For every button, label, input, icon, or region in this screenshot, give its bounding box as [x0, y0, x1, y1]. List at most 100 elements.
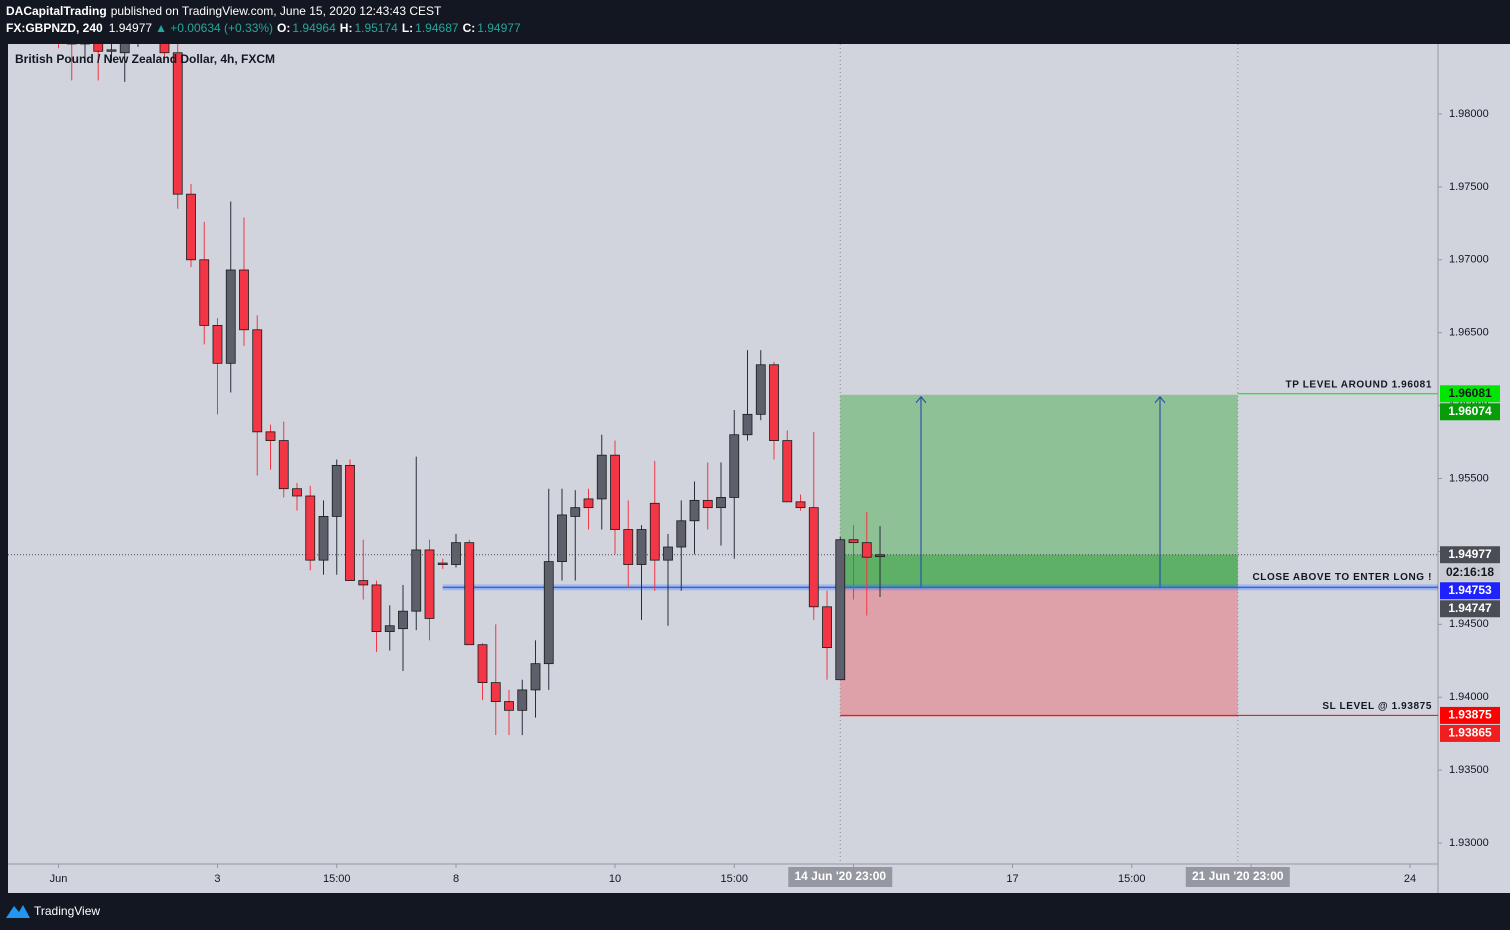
y-tick-label: 1.97500 [1449, 181, 1489, 193]
target-arrow-head [1154, 396, 1166, 404]
price-tag-label: 1.94977 [1448, 547, 1492, 561]
candle-body [808, 507, 819, 608]
legend: British Pound / New Zealand Dollar, 4h, … [15, 52, 275, 66]
x-tick-label: Jun [50, 873, 68, 885]
price-tag-label: 02:16:18 [1446, 565, 1494, 579]
candle-body [623, 529, 634, 565]
date-tag-label: 14 Jun '20 23:00 [794, 869, 886, 883]
candle-body [649, 502, 660, 561]
x-tick-label: 8 [453, 873, 459, 885]
candle-body [769, 364, 779, 441]
footer-brand: TradingView [34, 904, 100, 918]
author: DACapitalTrading [6, 4, 107, 18]
c-value: 1.94977 [477, 21, 521, 35]
entry-note: CLOSE ABOVE TO ENTER LONG ! [1252, 572, 1432, 583]
candle-body [570, 507, 581, 517]
candle-body [66, 44, 77, 45]
candle-body [663, 546, 673, 561]
o-label: O: [277, 21, 290, 35]
y-tick-label: 1.96500 [1449, 327, 1489, 339]
candle-body [517, 689, 528, 711]
candle-body [477, 644, 488, 684]
date-tag-label: 21 Jun '20 23:00 [1192, 869, 1284, 883]
candle-body [106, 49, 117, 52]
candle-body [702, 499, 713, 509]
price-tag-label: 1.93865 [1448, 726, 1492, 740]
y-tick-label: 1.94000 [1449, 691, 1489, 703]
price-tag [1440, 564, 1500, 582]
candle-body [159, 44, 170, 54]
price-tag-label: 1.93875 [1448, 708, 1492, 722]
candle-body [80, 44, 90, 45]
candle-body [822, 606, 832, 649]
y-tick-label: 1.93500 [1449, 764, 1489, 776]
change: ▲ +0.00634 (+0.33%) [155, 21, 273, 35]
candle-body [729, 434, 740, 498]
candle-body [530, 663, 541, 691]
candle-body [186, 193, 196, 261]
candle-body [451, 542, 461, 565]
candle-body [543, 561, 554, 665]
y-tick-label: 1.98000 [1449, 108, 1489, 120]
candle-body [398, 610, 408, 630]
price-tag [1440, 546, 1500, 564]
candle-body [835, 539, 846, 681]
date-tag [1185, 867, 1290, 887]
overlay: 1.980001.975001.970001.965001.960001.955… [50, 108, 1500, 887]
loss-zone [840, 588, 1238, 717]
x-tick-label: 17 [1006, 873, 1018, 885]
candle-body [424, 549, 435, 619]
candle-body [557, 514, 567, 563]
candle-body [742, 413, 753, 436]
o-value: 1.94964 [292, 21, 336, 35]
candle-body [371, 584, 382, 632]
x-tick-label: 15:00 [323, 873, 351, 885]
x-tick-label: 3 [214, 873, 220, 885]
l-value: 1.94687 [415, 21, 459, 35]
price-tag-label: 1.96081 [1448, 386, 1492, 400]
candle-body [305, 495, 316, 561]
candle-body [610, 454, 620, 530]
symbol: FX:GBPNZD, 240 [6, 21, 103, 35]
candle-body [861, 542, 872, 558]
candle-body [583, 498, 594, 509]
candle-body [212, 325, 223, 364]
sl-line-note: SL LEVEL @ 1.93875 [1322, 701, 1432, 712]
y-tick-label: 1.93000 [1449, 837, 1489, 849]
candle-body [782, 440, 793, 503]
last-price: 1.94977 [109, 21, 153, 35]
h-value: 1.95174 [354, 21, 398, 35]
candle-body [848, 539, 859, 544]
x-tick-label: 24 [1404, 873, 1416, 885]
candle-body [490, 682, 501, 702]
price-tag [1440, 724, 1500, 742]
candle-body [252, 329, 263, 433]
candle-body [225, 269, 236, 364]
h-label: H: [340, 21, 353, 35]
candle-body [636, 529, 647, 565]
candle-body [172, 52, 183, 195]
candle-body [331, 464, 342, 517]
x-tick-label: 10 [609, 873, 621, 885]
candle-body [689, 499, 700, 522]
y-tick-label: 1.97000 [1449, 254, 1489, 266]
candle-body [292, 488, 302, 497]
x-tick-label: 15:00 [720, 873, 748, 885]
candle-body [93, 44, 104, 52]
candle-body [239, 269, 249, 331]
candle-body [437, 562, 448, 565]
candle-body [411, 549, 422, 612]
candle-body [318, 516, 329, 561]
plot-area [8, 44, 1438, 864]
candle-body [384, 625, 395, 632]
candle-body [596, 454, 607, 500]
candle-body [278, 440, 289, 490]
y-tick-label: 1.95500 [1449, 472, 1489, 484]
target-arrow-head [915, 396, 927, 404]
candle-body [345, 464, 355, 581]
date-tag [788, 867, 893, 887]
candle-body [464, 542, 475, 646]
l-label: L: [402, 21, 413, 35]
candle-body [755, 364, 766, 415]
